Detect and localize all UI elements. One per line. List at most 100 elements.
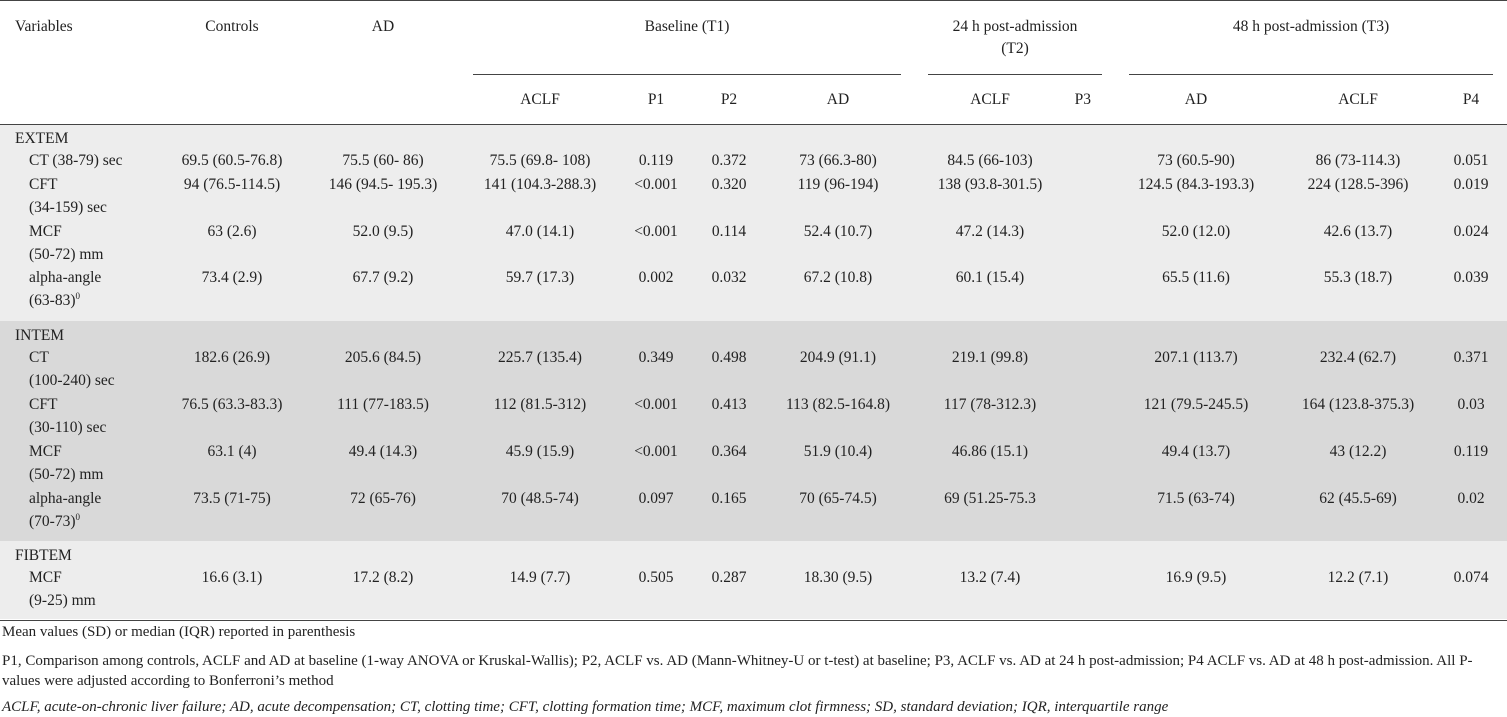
table-cell: 62 (45.5-69) (1319, 490, 1397, 507)
header-bottom-rule (0, 124, 1507, 125)
table-cell: <0.001 (634, 396, 678, 413)
subheader-col-5: ACLF (970, 91, 1010, 108)
table-cell: 138 (93.8-301.5) (937, 176, 1043, 193)
table-bottom-rule (0, 620, 1507, 621)
table-cell: 146 (94.5- 195.3) (328, 176, 438, 193)
degree-superscript: 0 (75, 290, 81, 301)
subheader-col-8: ACLF (1338, 91, 1378, 108)
table-cell: 63 (2.6) (207, 223, 257, 240)
t2-group-rule (928, 74, 1102, 75)
table-cell: 0.371 (1453, 349, 1489, 366)
table-cell: 63.1 (4) (207, 443, 257, 460)
table-cell: 86 (73-114.3) (1315, 152, 1401, 169)
table-cell: 73.4 (2.9) (201, 269, 263, 286)
subheader-col-6: P3 (1074, 91, 1091, 108)
table-cell: 0.119 (638, 152, 674, 169)
table-cell: 47.2 (14.3) (955, 223, 1025, 240)
table-cell: 0.505 (638, 569, 674, 586)
row-label: (100-240) sec (29, 372, 115, 389)
header-controls: Controls (205, 18, 259, 35)
table-cell: 49.4 (13.7) (1161, 443, 1231, 460)
table-cell: 55.3 (18.7) (1323, 269, 1393, 286)
footnote-abbreviations: ACLF, acute-on-chronic liver failure; AD… (2, 699, 1169, 715)
table-cell: 0.02 (1457, 490, 1485, 507)
subheader-col-4: AD (826, 91, 850, 108)
row-label: (70-73)0 (29, 511, 81, 530)
table-cell: 0.413 (711, 396, 747, 413)
table-cell: 112 (81.5-312) (493, 396, 587, 413)
table-cell: 52.0 (12.0) (1161, 223, 1231, 240)
header-ad: AD (371, 18, 395, 35)
table-cell: 94 (76.5-114.5) (183, 176, 281, 193)
row-label: (63-83)0 (29, 290, 81, 309)
table-cell: 60.1 (15.4) (955, 269, 1025, 286)
row-label: CFT (29, 396, 58, 413)
t3-group-rule (1129, 74, 1493, 75)
table-cell: 69.5 (60.5-76.8) (181, 152, 283, 169)
table-cell: 67.7 (9.2) (352, 269, 414, 286)
table-cell: 16.9 (9.5) (1165, 569, 1227, 586)
header-baseline: Baseline (T1) (644, 18, 730, 35)
row-label: MCF (29, 223, 62, 240)
table-cell: 164 (123.8-375.3) (1301, 396, 1415, 413)
table-cell: 0.039 (1453, 269, 1489, 286)
table-cell: 0.032 (711, 269, 747, 286)
table-cell: 0.024 (1453, 223, 1489, 240)
extem-section-band (0, 124, 1507, 321)
table-cell: 0.002 (638, 269, 674, 286)
table-cell: 52.4 (10.7) (803, 223, 873, 240)
table-cell: 42.6 (13.7) (1323, 223, 1393, 240)
table-cell: 14.9 (7.7) (509, 569, 571, 586)
table-cell: 70 (48.5-74) (501, 490, 579, 507)
table-cell: 0.03 (1457, 396, 1485, 413)
table-cell: <0.001 (634, 443, 678, 460)
subheader-col-2: P1 (647, 91, 665, 108)
extem-section-title: EXTEM (15, 130, 69, 147)
table-cell: 232.4 (62.7) (1319, 349, 1397, 366)
table-cell: 141 (104.3-288.3) (483, 176, 597, 193)
table-cell: 76.5 (63.3-83.3) (181, 396, 283, 413)
table-cell: 52.0 (9.5) (352, 223, 414, 240)
table-cell: 12.2 (7.1) (1327, 569, 1389, 586)
table-cell: 43 (12.2) (1329, 443, 1387, 460)
table-cell: 75.5 (69.8- 108) (489, 152, 591, 169)
table-cell: 124.5 (84.3-193.3) (1137, 176, 1255, 193)
table-cell: 0.364 (711, 443, 747, 460)
table-cell: 73 (60.5-90) (1157, 152, 1235, 169)
row-label: alpha-angle (29, 490, 102, 507)
table-cell: 224 (128.5-396) (1307, 176, 1409, 193)
table-cell: 225.7 (135.4) (498, 349, 582, 366)
row-label: (50-72) mm (29, 466, 104, 483)
table-cell: 16.6 (3.1) (201, 569, 263, 586)
table-cell: 113 (82.5-164.8) (785, 396, 891, 413)
table-cell: 204.9 (91.1) (799, 349, 877, 366)
table-cell: 71.5 (63-74) (1157, 490, 1235, 507)
degree-superscript: 0 (75, 511, 81, 522)
table-cell: 0.097 (638, 490, 674, 507)
row-label: CT (38-79) sec (29, 152, 123, 169)
table-cell: <0.001 (634, 223, 678, 240)
table-cell: 73 (66.3-80) (799, 152, 877, 169)
table-cell: 0.372 (711, 152, 747, 169)
table-cell: 18.30 (9.5) (803, 569, 873, 586)
subheader-col-7: AD (1184, 91, 1208, 108)
table-cell: 121 (79.5-245.5) (1143, 396, 1249, 413)
table-cell: 119 (96-194) (797, 176, 879, 193)
table-cell: 67.2 (10.8) (803, 269, 873, 286)
table-cell: 49.4 (14.3) (348, 443, 418, 460)
table-top-rule (0, 0, 1507, 1)
table-cell: 75.5 (60- 86) (342, 152, 424, 169)
row-label: (50-72) mm (29, 246, 104, 263)
row-label: MCF (29, 443, 62, 460)
table-cell: 0.051 (1453, 152, 1489, 169)
row-label: (30-110) sec (29, 419, 107, 436)
table-cell: 0.119 (1453, 443, 1489, 460)
table-cell: 0.114 (711, 223, 747, 240)
table-cell: 84.5 (66-103) (947, 152, 1033, 169)
fibtem-section-title: FIBTEM (15, 547, 72, 564)
subheader-col-1: ACLF (520, 91, 560, 108)
table-cell: 182.6 (26.9) (193, 349, 271, 366)
table-cell: 65.5 (11.6) (1162, 269, 1230, 286)
header-t2-line1: 24 h post-admission (952, 18, 1078, 35)
